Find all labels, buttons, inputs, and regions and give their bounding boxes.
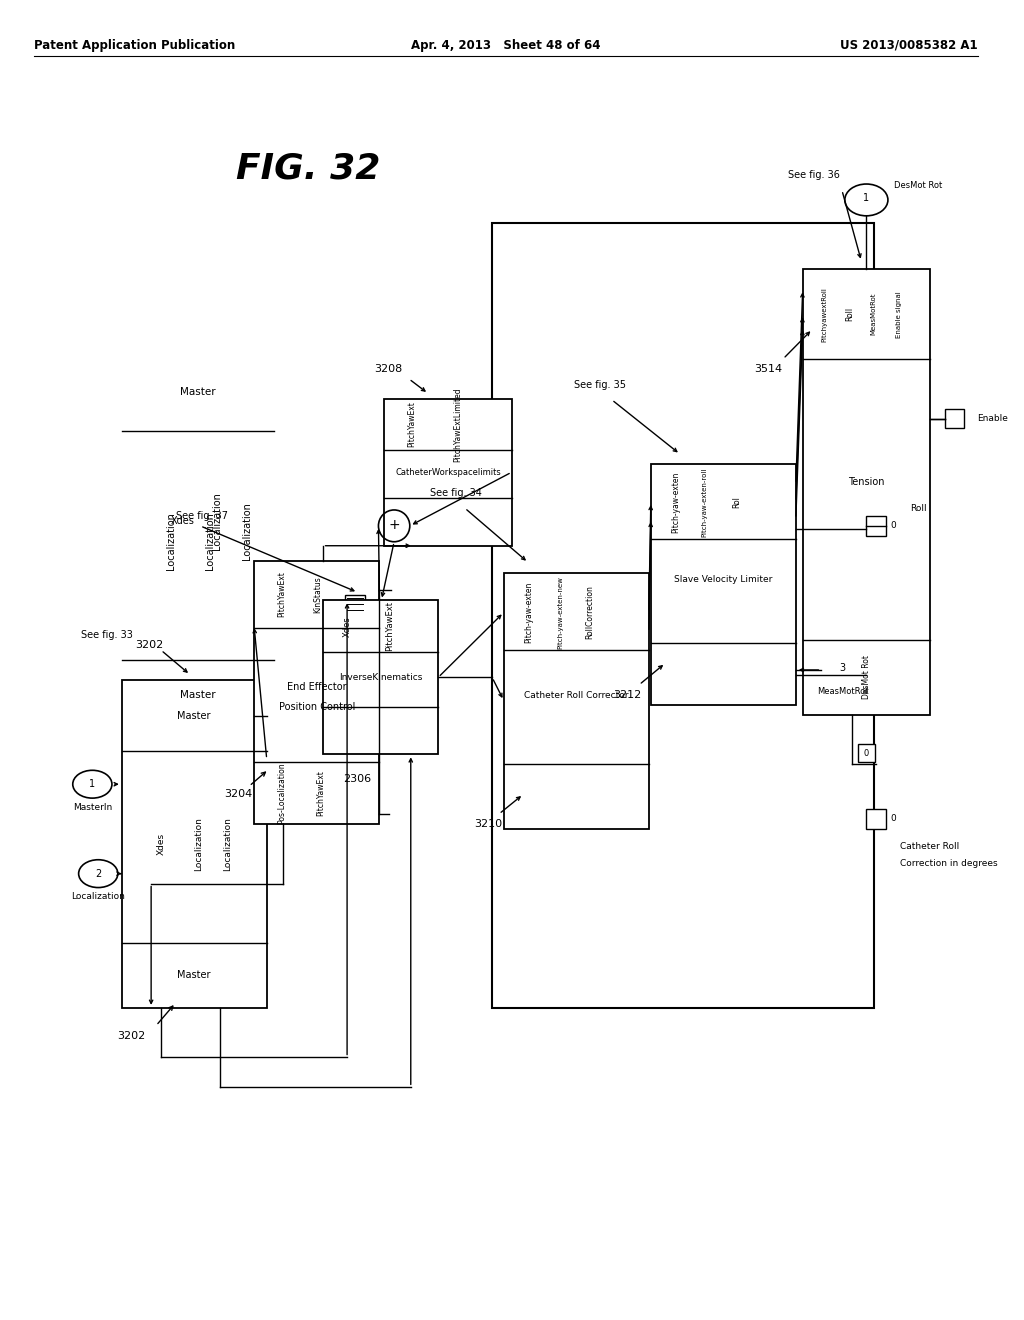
Bar — [866, 809, 886, 829]
Text: DesMot Rot: DesMot Rot — [894, 181, 942, 190]
Ellipse shape — [73, 771, 112, 799]
Text: Pitch-yaw-exten: Pitch-yaw-exten — [524, 582, 532, 643]
Text: Enable: Enable — [977, 414, 1008, 422]
Text: Position Control: Position Control — [279, 702, 355, 713]
Text: Slave Velocity Limiter: Slave Velocity Limiter — [674, 576, 772, 583]
Text: PitchYawExt: PitchYawExt — [276, 572, 286, 618]
Bar — [857, 744, 876, 763]
Text: 2: 2 — [95, 869, 101, 879]
Text: 3208: 3208 — [375, 364, 402, 374]
Text: 3514: 3514 — [754, 364, 781, 374]
Text: Xdes: Xdes — [343, 616, 351, 636]
Text: Master: Master — [180, 387, 215, 397]
Text: Localization: Localization — [242, 502, 252, 560]
Text: Localization: Localization — [194, 817, 203, 871]
Bar — [122, 680, 266, 1007]
Text: Enable signal: Enable signal — [896, 290, 902, 338]
Text: 2306: 2306 — [343, 775, 371, 784]
Text: 3212: 3212 — [613, 690, 642, 700]
Ellipse shape — [79, 859, 118, 887]
Text: Master: Master — [177, 710, 211, 721]
Text: Xdes: Xdes — [157, 833, 166, 855]
Text: Pitch-yaw-exten-roll: Pitch-yaw-exten-roll — [701, 467, 708, 537]
Text: See fig. 37: See fig. 37 — [176, 511, 227, 521]
Text: 0: 0 — [891, 521, 897, 531]
Text: 3202: 3202 — [135, 640, 164, 649]
Text: 3202: 3202 — [118, 1031, 145, 1040]
Text: DesMot Rot: DesMot Rot — [862, 655, 870, 698]
Bar — [945, 409, 965, 429]
Text: See fig. 35: See fig. 35 — [574, 380, 627, 389]
Text: Localization: Localization — [212, 492, 222, 550]
Text: 0: 0 — [890, 814, 896, 824]
Text: PitchyawextRoll: PitchyawextRoll — [821, 286, 827, 342]
Text: Tension: Tension — [848, 477, 885, 487]
Text: Apr. 4, 2013   Sheet 48 of 64: Apr. 4, 2013 Sheet 48 of 64 — [411, 40, 600, 51]
Ellipse shape — [821, 653, 864, 686]
Bar — [384, 399, 512, 545]
Text: End Effector: End Effector — [287, 682, 346, 692]
Bar — [254, 561, 380, 824]
Ellipse shape — [845, 183, 888, 216]
Text: Localization: Localization — [223, 817, 232, 871]
Text: CatheterWorkspacelimits: CatheterWorkspacelimits — [395, 467, 501, 477]
Text: InverseKinematics: InverseKinematics — [339, 673, 422, 682]
Text: PitchYawExt: PitchYawExt — [408, 401, 416, 447]
Text: Localization: Localization — [72, 892, 125, 902]
Text: Roll: Roll — [845, 308, 854, 321]
Text: PitchYawExt: PitchYawExt — [385, 601, 393, 651]
Text: See fig. 33: See fig. 33 — [81, 630, 133, 640]
Text: Roll: Roll — [910, 504, 927, 513]
Text: 3210: 3210 — [474, 818, 503, 829]
Text: Localization: Localization — [166, 512, 176, 570]
Text: US 2013/0085382 A1: US 2013/0085382 A1 — [841, 40, 978, 51]
Bar — [504, 573, 649, 829]
Text: MeasMotRot: MeasMotRot — [870, 293, 877, 335]
Text: Patent Application Publication: Patent Application Publication — [34, 40, 234, 51]
Text: Pitch-yaw-exten-new: Pitch-yaw-exten-new — [558, 576, 563, 648]
Text: 3: 3 — [840, 663, 846, 673]
Text: See fig. 34: See fig. 34 — [430, 488, 482, 498]
Bar — [866, 516, 886, 536]
Text: MasterIn: MasterIn — [73, 803, 112, 812]
Text: KinStatus: KinStatus — [313, 576, 323, 612]
Text: RollCorrection: RollCorrection — [586, 585, 595, 639]
Text: 1: 1 — [863, 193, 869, 203]
Text: PitchYawExtLimited: PitchYawExtLimited — [454, 387, 462, 462]
Bar — [803, 269, 930, 714]
Text: Master: Master — [177, 970, 211, 979]
Text: Catheter Roll Corrector: Catheter Roll Corrector — [524, 692, 629, 701]
Text: MeasMotRot: MeasMotRot — [817, 688, 868, 696]
Text: Pitch-yaw-exten: Pitch-yaw-exten — [671, 471, 680, 533]
Bar — [345, 595, 365, 615]
Text: FIG. 32: FIG. 32 — [236, 150, 380, 185]
Text: 0: 0 — [864, 748, 869, 758]
Text: 3204: 3204 — [224, 789, 253, 799]
Text: +: + — [388, 517, 400, 532]
Text: 1: 1 — [89, 779, 95, 789]
Text: PitchYawExt: PitchYawExt — [316, 770, 326, 816]
Bar — [651, 465, 796, 705]
Text: Master: Master — [180, 690, 215, 700]
Text: Correction in degrees: Correction in degrees — [900, 859, 997, 869]
Text: Pos-Localization: Pos-Localization — [276, 763, 286, 824]
Text: Xdes: Xdes — [171, 516, 195, 525]
Text: Catheter Roll: Catheter Roll — [900, 842, 958, 851]
Text: Rol: Rol — [732, 496, 741, 508]
Text: See fig. 36: See fig. 36 — [788, 170, 840, 180]
Bar — [323, 601, 438, 755]
Text: Localization: Localization — [205, 512, 215, 570]
Bar — [493, 223, 874, 1007]
